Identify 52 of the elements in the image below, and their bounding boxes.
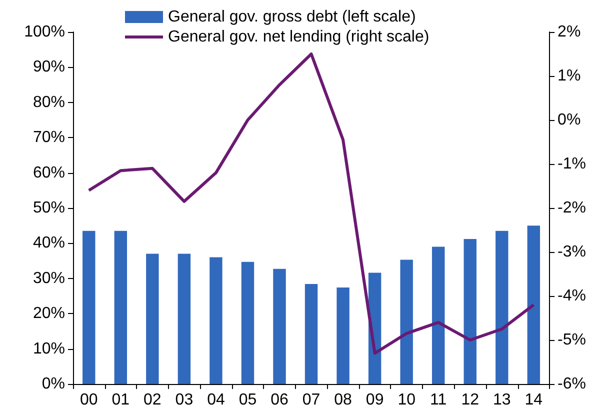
y-tick-label: 30%: [32, 270, 65, 287]
y-tick-label: 20%: [32, 305, 65, 322]
y-tick-label: 0%: [42, 376, 65, 392]
x-tick-label: 12: [461, 392, 480, 408]
y2-tick-label: -5%: [558, 332, 586, 348]
bar: [432, 246, 445, 384]
x-tick-label: 14: [524, 392, 543, 408]
bar: [210, 257, 222, 384]
y-tick-label: 50%: [32, 200, 65, 216]
x-tick-label: 05: [238, 392, 257, 408]
bar: [304, 284, 318, 384]
y2-tick-label: -6%: [558, 376, 586, 392]
y2-tick-label: 1%: [558, 68, 581, 84]
bar: [273, 268, 286, 384]
bar: [146, 254, 159, 384]
x-tick-label: 02: [144, 392, 162, 408]
y2-tick-label: -4%: [558, 288, 586, 304]
bar: [82, 230, 96, 384]
bar: [241, 262, 254, 384]
x-tick-label: 11: [430, 392, 447, 408]
bar: [178, 254, 191, 384]
bar: [464, 238, 476, 384]
y-tick-label: 60%: [32, 164, 65, 182]
x-tick-label: 10: [398, 392, 416, 408]
x-tick-label: 00: [80, 392, 98, 408]
bar: [527, 226, 540, 384]
y2-tick-label: -1%: [558, 156, 586, 172]
bar: [496, 230, 508, 384]
x-tick-label: 04: [207, 392, 225, 408]
legend-label: General gov. gross debt (left scale): [168, 8, 416, 26]
bar: [336, 288, 350, 384]
y-tick-label: 70%: [32, 129, 65, 146]
x-tick-label: 09: [366, 392, 384, 408]
x-tick-label: 08: [334, 392, 352, 408]
y-tick-label: 90%: [32, 58, 65, 76]
y2-tick-label: 2%: [558, 24, 581, 40]
y-tick-label: 80%: [32, 94, 65, 111]
x-tick-label: 03: [175, 392, 194, 408]
y-tick-label: 40%: [32, 234, 65, 252]
y2-tick-label: 0%: [558, 112, 581, 128]
bar: [114, 230, 128, 384]
line-series: [87, 52, 536, 355]
bar: [400, 260, 413, 384]
x-tick-label: 01: [112, 392, 130, 408]
legend-label: General gov. net lending (right scale): [168, 28, 430, 46]
x-tick-label: 06: [270, 392, 289, 408]
y-tick-label: 10%: [32, 340, 65, 358]
y-tick-label: 100%: [24, 24, 65, 40]
y2-tick-label: -2%: [558, 200, 586, 216]
y2-tick-label: -3%: [558, 244, 586, 260]
x-tick-label: 07: [302, 392, 320, 408]
x-tick-label: 13: [492, 392, 511, 408]
